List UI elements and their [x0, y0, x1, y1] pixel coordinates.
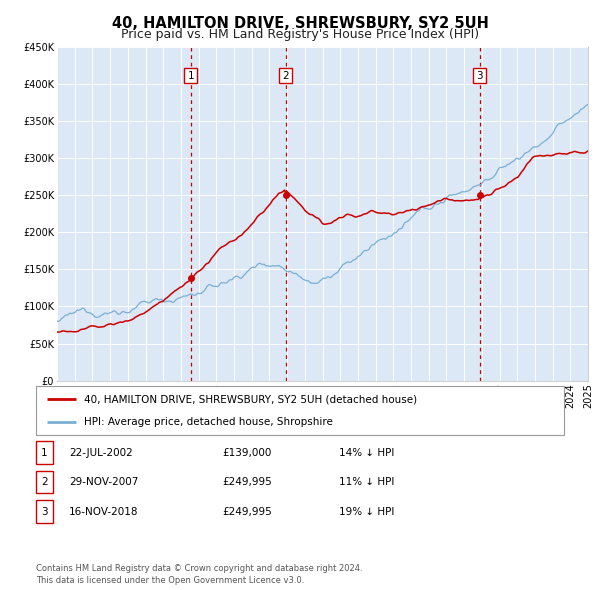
Text: 2: 2 [282, 71, 289, 80]
Text: HPI: Average price, detached house, Shropshire: HPI: Average price, detached house, Shro… [83, 417, 332, 427]
Text: 22-JUL-2002: 22-JUL-2002 [69, 448, 133, 457]
Text: 1: 1 [187, 71, 194, 80]
Text: 19% ↓ HPI: 19% ↓ HPI [339, 507, 394, 516]
Text: £249,995: £249,995 [222, 477, 272, 487]
Text: 40, HAMILTON DRIVE, SHREWSBURY, SY2 5UH (detached house): 40, HAMILTON DRIVE, SHREWSBURY, SY2 5UH … [83, 394, 416, 404]
Text: 3: 3 [41, 507, 48, 516]
Text: £249,995: £249,995 [222, 507, 272, 516]
Text: Contains HM Land Registry data © Crown copyright and database right 2024.
This d: Contains HM Land Registry data © Crown c… [36, 565, 362, 585]
Text: 2: 2 [41, 477, 48, 487]
Text: 1: 1 [41, 448, 48, 457]
Text: £139,000: £139,000 [222, 448, 271, 457]
Text: 40, HAMILTON DRIVE, SHREWSBURY, SY2 5UH: 40, HAMILTON DRIVE, SHREWSBURY, SY2 5UH [112, 16, 488, 31]
Text: 3: 3 [476, 71, 483, 80]
Text: 16-NOV-2018: 16-NOV-2018 [69, 507, 139, 516]
Text: Price paid vs. HM Land Registry's House Price Index (HPI): Price paid vs. HM Land Registry's House … [121, 28, 479, 41]
Text: 14% ↓ HPI: 14% ↓ HPI [339, 448, 394, 457]
Text: 11% ↓ HPI: 11% ↓ HPI [339, 477, 394, 487]
Text: 29-NOV-2007: 29-NOV-2007 [69, 477, 139, 487]
